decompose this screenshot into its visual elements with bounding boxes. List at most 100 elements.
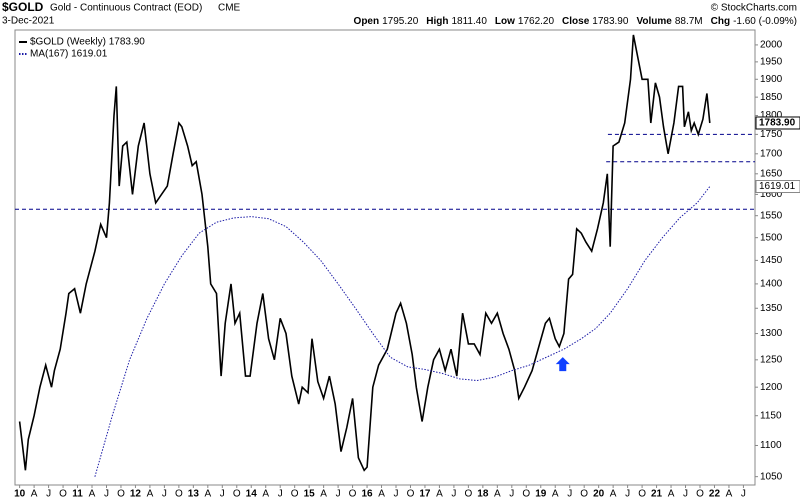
x-tick-label: 17 [419,489,431,500]
x-tick-label: O [175,489,183,500]
quote-value: 1783.90 [592,16,629,27]
x-tick-label: A [610,489,617,500]
x-tick-label: A [378,489,385,500]
x-tick-label: O [696,489,704,500]
quote-label: Chg [711,16,730,27]
quote-label: Open [354,16,380,27]
x-tick-label: O [580,489,588,500]
x-tick-label: J [104,489,109,500]
x-tick-label: A [668,489,675,500]
x-tick-label: 19 [535,489,547,500]
quote-label: Close [562,16,590,27]
y-tick-label: 2000 [760,40,783,51]
last-value-label: 1783.90 [759,118,796,129]
x-tick-label: A [89,489,96,500]
x-tick-label: J [46,489,51,500]
x-tick-label: 18 [477,489,489,500]
y-tick-label: 1750 [760,129,783,140]
x-tick-label: 11 [72,489,83,500]
moving-average-line [94,186,711,477]
y-tick-label: 1400 [760,279,783,290]
y-tick-label: 1800 [760,110,783,121]
x-tick-label: J [567,489,572,500]
x-tick-label: O [638,489,646,500]
last-value-box [755,180,800,194]
quote-value: 1762.20 [518,16,555,27]
quote-value: -1.60 (-0.09%) [733,16,797,27]
x-tick-label: A [726,489,733,500]
instrument-name: Gold - Continuous Contract (EOD) [50,3,202,14]
x-tick-label: A [147,489,154,500]
y-tick-label: 1550 [760,210,783,221]
x-tick-label: J [451,489,456,500]
x-tick-label: J [336,489,341,500]
x-tick-label: J [683,489,688,500]
x-tick-label: 21 [651,489,663,500]
x-tick-label: 14 [246,489,258,500]
x-tick-label: 22 [709,489,721,500]
x-tick-label: J [625,489,630,500]
quote-line: Open 1795.20 High 1811.40 Low 1762.20 Close 178… [354,16,797,27]
x-tick-label: O [407,489,415,500]
x-tick-label: A [494,489,501,500]
y-tick-label: 1850 [760,92,783,103]
quote-value: 1811.40 [451,16,487,27]
exchange: CME [218,3,241,14]
x-tick-label: 13 [188,489,200,500]
x-tick-label: A [262,489,269,500]
x-tick-label: A [436,489,443,500]
x-tick-label: J [394,489,399,500]
y-tick-label: 1650 [760,168,783,179]
x-tick-label: O [349,489,357,500]
x-tick-label: O [59,489,67,500]
x-tick-label: J [741,489,746,500]
x-tick-label: 20 [593,489,605,500]
x-tick-label: A [552,489,559,500]
x-tick-label: J [162,489,167,500]
quote-label: Volume [636,16,672,27]
y-tick-label: 1100 [760,440,782,451]
y-tick-label: 1150 [760,410,782,421]
symbol: $GOLD [2,0,44,14]
x-tick-label: O [117,489,125,500]
y-tick-label: 1350 [760,303,783,314]
x-tick-label: A [31,489,38,500]
price-line [18,34,711,472]
annotation-arrow [555,357,570,372]
y-tick-label: 1450 [760,255,783,266]
last-value-label: 1619.01 [759,181,796,192]
y-tick-label: 1300 [760,328,783,339]
y-tick-label: 1250 [760,354,783,365]
date: 3-Dec-2021 [2,16,55,27]
x-tick-label: A [204,489,211,500]
quote-label: High [426,16,448,27]
x-tick-label: J [278,489,283,500]
x-tick-label: O [522,489,530,500]
legend-label: $GOLD (Weekly) 1783.90 [30,37,145,48]
x-tick-label: J [220,489,225,500]
y-tick-label: 1500 [760,232,783,243]
x-tick-label: O [291,489,299,500]
quote-value: 1795.20 [382,16,419,27]
y-tick-label: 1050 [760,471,783,482]
y-tick-label: 1700 [760,148,783,159]
quote-label: Low [495,16,515,27]
x-tick-label: 16 [361,489,373,500]
y-tick-label: 1900 [760,74,783,85]
x-tick-label: 12 [130,489,142,500]
x-tick-label: 15 [304,489,316,500]
legend-label: MA(167) 1619.01 [30,49,108,60]
x-tick-label: O [233,489,241,500]
x-tick-label: A [320,489,327,500]
y-tick-label: 1950 [760,57,783,68]
y-tick-label: 1600 [760,189,783,200]
credit: © StockCharts.com [711,3,797,14]
x-tick-label: 10 [14,489,26,500]
quote-value: 88.7M [675,16,703,27]
x-tick-label: J [509,489,514,500]
x-tick-label: O [464,489,472,500]
y-tick-label: 1200 [760,382,783,393]
last-value-box [755,116,800,130]
plot-frame [14,29,756,486]
